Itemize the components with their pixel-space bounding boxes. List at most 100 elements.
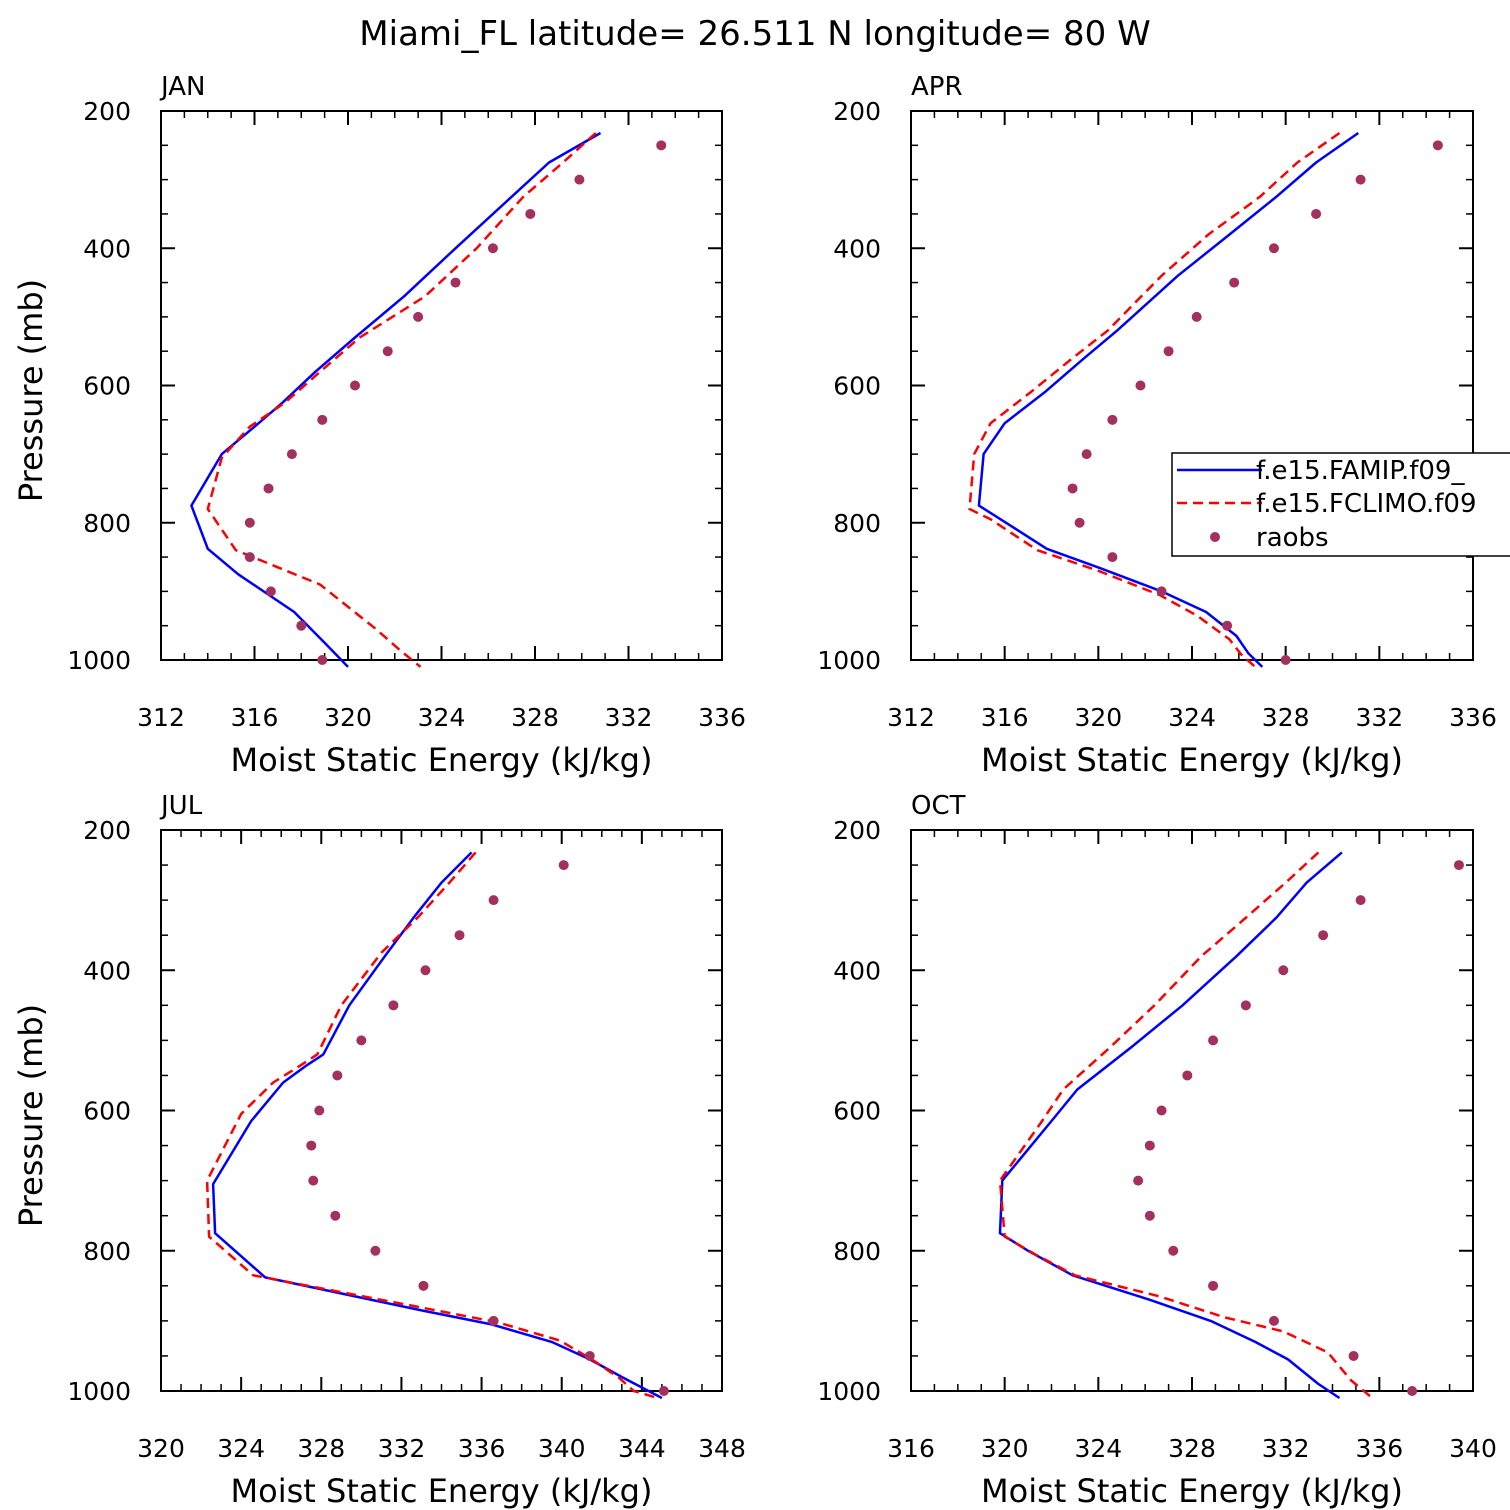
x-tick-label: 324 (418, 703, 466, 732)
y-axis-label: Pressure (mb) (12, 279, 50, 502)
series-raobs (1067, 140, 1443, 665)
x-tick-label: 332 (378, 1434, 426, 1463)
raobs-point (454, 930, 465, 941)
y-tick-label: 1000 (817, 646, 881, 675)
y-tick-label: 400 (83, 956, 131, 985)
x-axis-label: Moist Static Energy (kJ/kg) (981, 741, 1403, 779)
raobs-point (286, 449, 297, 460)
raobs-point (558, 860, 569, 871)
raobs-point (1208, 1035, 1219, 1046)
raobs-point (488, 895, 499, 906)
raobs-point (1453, 860, 1464, 871)
raobs-point (1107, 414, 1118, 425)
raobs-point (1318, 930, 1329, 941)
raobs-point (1182, 1070, 1193, 1081)
x-axis-label: Moist Static Energy (kJ/kg) (231, 1472, 653, 1510)
raobs-point (1229, 277, 1240, 288)
y-tick-label: 200 (83, 816, 131, 845)
x-tick-label: 332 (605, 703, 653, 732)
x-tick-label: 348 (698, 1434, 746, 1463)
raobs-point (420, 965, 431, 976)
legend: f.e15.FAMIP.f09_ f.e15.FCLIMO.f09 raobs (1171, 452, 1510, 557)
raobs-point (1222, 620, 1233, 631)
raobs-point (1348, 1350, 1359, 1361)
y-tick-label: 600 (83, 1097, 131, 1126)
x-tick-label: 344 (618, 1434, 666, 1463)
panel-title: JUL (159, 791, 203, 821)
x-tick-label: 332 (1355, 703, 1403, 732)
raobs-point (317, 655, 328, 665)
panel-oct: 316 320 324 328 332 336 340 200 400 600 800 1000 OCT… (817, 791, 1496, 1510)
raobs-point (330, 1210, 341, 1221)
panel-jan: 312 316 320 324 328 332 336 200 400 600 800 1000 JAN… (12, 72, 746, 779)
y-tick-label: 400 (83, 234, 131, 263)
x-tick-label: 332 (1262, 1434, 1310, 1463)
y-tick-label: 200 (833, 97, 881, 126)
raobs-point (1355, 174, 1366, 185)
raobs-point (317, 414, 328, 425)
series-raobs (244, 140, 667, 665)
x-tick-label: 324 (217, 1434, 265, 1463)
x-tick-label: 328 (511, 703, 559, 732)
raobs-point (1067, 483, 1078, 494)
y-tick-label: 800 (83, 509, 131, 538)
x-tick-label: 320 (1074, 703, 1122, 732)
raobs-point (314, 1105, 325, 1116)
x-tick-label: 312 (137, 703, 185, 732)
raobs-point (1355, 895, 1366, 906)
series-raobs (306, 860, 669, 1396)
x-tick-label: 336 (1449, 703, 1497, 732)
x-tick-label: 316 (231, 703, 279, 732)
series-famip-line (190, 131, 602, 668)
raobs-point (1133, 1175, 1144, 1186)
raobs-point (574, 174, 585, 185)
raobs-point (418, 1280, 429, 1291)
x-tick-label: 320 (324, 703, 372, 732)
raobs-point (658, 1386, 669, 1396)
raobs-point (296, 620, 307, 631)
x-axis-label: Moist Static Energy (kJ/kg) (231, 741, 653, 779)
raobs-point (1268, 1315, 1279, 1326)
plot-frame (910, 829, 1474, 1392)
y-tick-label: 1000 (817, 1377, 881, 1406)
raobs-point (356, 1035, 367, 1046)
series-fclimo-line (968, 131, 1341, 668)
figure-title: Miami_FL latitude= 26.511 N longitude= 8… (359, 14, 1150, 54)
raobs-point (1144, 1140, 1155, 1151)
raobs-point (332, 1070, 343, 1081)
y-tick-label: 600 (833, 1097, 881, 1126)
series-famip-line (977, 131, 1360, 668)
raobs-point (1278, 965, 1289, 976)
plot-frame (910, 110, 1474, 661)
raobs-point (1191, 311, 1202, 322)
y-tick-label: 800 (833, 1237, 881, 1266)
raobs-point (306, 1140, 317, 1151)
y-tick-label: 800 (833, 509, 881, 538)
y-axis-label: Pressure (mb) (12, 1004, 50, 1227)
raobs-point (350, 380, 361, 391)
raobs-point (388, 1000, 399, 1011)
raobs-point (1081, 449, 1092, 460)
x-tick-label: 316 (887, 1434, 935, 1463)
raobs-point (413, 311, 424, 322)
y-tick-label: 400 (833, 234, 881, 263)
x-tick-label: 328 (1262, 703, 1310, 732)
x-tick-label: 320 (137, 1434, 185, 1463)
raobs-point (265, 586, 276, 597)
series-fclimo-line (998, 851, 1374, 1399)
raobs-point (1168, 1245, 1179, 1256)
y-tick-label: 400 (833, 956, 881, 985)
raobs-point (487, 243, 498, 254)
raobs-point (525, 208, 536, 219)
raobs-point (308, 1175, 319, 1186)
panel-jul: 320 324 328 332 336 340 344 348 200 400 600 800 1000… (12, 791, 746, 1510)
x-tick-label: 336 (1355, 1434, 1403, 1463)
raobs-point (370, 1245, 381, 1256)
y-tick-label: 1000 (67, 1377, 131, 1406)
raobs-point (450, 277, 461, 288)
raobs-point (263, 483, 274, 494)
raobs-point (1163, 346, 1174, 357)
y-tick-label: 1000 (67, 646, 131, 675)
series-fclimo-line (205, 851, 659, 1400)
